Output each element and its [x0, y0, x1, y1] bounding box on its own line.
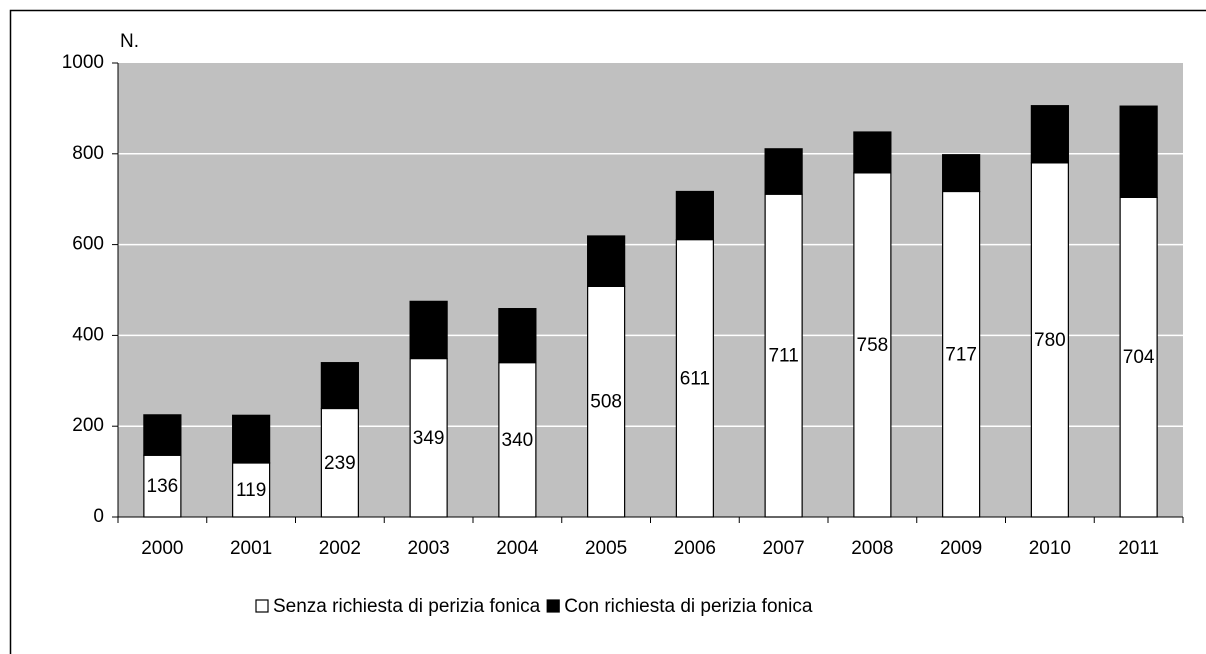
- bar-segment: [1119, 196, 1158, 518]
- value-label: 105: [235, 429, 267, 450]
- value-label: 90: [862, 142, 883, 163]
- value-label: 81: [951, 163, 972, 184]
- bar-segment: [320, 407, 359, 518]
- bar-segment: [320, 362, 359, 410]
- x-tick-label: 2004: [496, 538, 539, 559]
- y-tick-label: 400: [72, 324, 104, 345]
- value-label: 119: [502, 326, 532, 347]
- value-label: 101: [324, 376, 356, 397]
- value-label: 201: [1123, 142, 1155, 163]
- bar-segment: [587, 235, 626, 287]
- x-tick-label: 2000: [141, 538, 183, 559]
- y-tick-label: 200: [72, 415, 104, 436]
- bar-segment: [942, 154, 981, 193]
- value-label: 758: [857, 335, 889, 356]
- bar-segment: [498, 308, 537, 364]
- y-tick-label: 800: [72, 143, 104, 164]
- y-axis-label: N.: [120, 31, 139, 52]
- x-tick-label: 2010: [1029, 538, 1071, 559]
- y-tick-label: 0: [93, 506, 104, 527]
- y-tick-label: 1000: [62, 52, 104, 73]
- bar-segment: [587, 285, 626, 518]
- value-label: 704: [1123, 347, 1155, 368]
- x-tick-label: 2005: [585, 538, 627, 559]
- x-tick-label: 2009: [940, 538, 982, 559]
- legend-swatch: [255, 599, 269, 613]
- bar-segment: [675, 239, 714, 518]
- bar-segment: [409, 357, 448, 518]
- value-label: 780: [1034, 330, 1066, 351]
- legend-label: Con richiesta di perizia fonica: [564, 596, 813, 617]
- bar-segment: [232, 414, 271, 464]
- value-label: 508: [590, 392, 622, 413]
- plot-area: [118, 63, 1183, 517]
- legend-label: Senza richiesta di perizia fonica: [273, 596, 541, 617]
- bar-segment: [853, 131, 892, 174]
- x-tick-label: 2001: [230, 538, 272, 559]
- bar-segment: [232, 462, 271, 518]
- x-tick-label: 2008: [851, 538, 893, 559]
- value-label: 119: [236, 480, 266, 501]
- value-label: 340: [502, 430, 534, 451]
- bar-segment: [764, 193, 803, 518]
- x-tick-label: 2003: [407, 538, 449, 559]
- bar-segment: [1030, 105, 1069, 164]
- x-tick-label: 2007: [762, 538, 804, 559]
- value-label: 349: [413, 428, 445, 449]
- value-label: 100: [768, 162, 800, 183]
- x-tick-label: 2002: [319, 538, 361, 559]
- legend-swatch: [546, 599, 560, 613]
- value-label: 126: [1034, 124, 1066, 145]
- bar-segment: [498, 362, 537, 518]
- value-label: 239: [324, 453, 356, 474]
- bar-segment: [143, 454, 182, 518]
- value-label: 111: [592, 251, 621, 272]
- y-tick-label: 600: [72, 234, 104, 255]
- value-label: 611: [680, 368, 710, 389]
- bar-segment: [764, 148, 803, 195]
- x-tick-label: 2006: [674, 538, 716, 559]
- bar-segment: [675, 190, 714, 241]
- value-label: 136: [147, 476, 179, 497]
- value-label: 711: [768, 346, 798, 367]
- value-label: 106: [679, 206, 711, 227]
- bar-segment: [1119, 105, 1158, 198]
- value-label: 717: [945, 344, 977, 365]
- x-tick-label: 2011: [1118, 538, 1159, 559]
- bar-segment: [853, 172, 892, 518]
- bar-segment: [409, 300, 448, 360]
- value-label: 126: [413, 320, 445, 341]
- value-label: 89: [152, 425, 173, 446]
- bar-segment: [942, 190, 981, 518]
- bar-segment: [143, 414, 182, 456]
